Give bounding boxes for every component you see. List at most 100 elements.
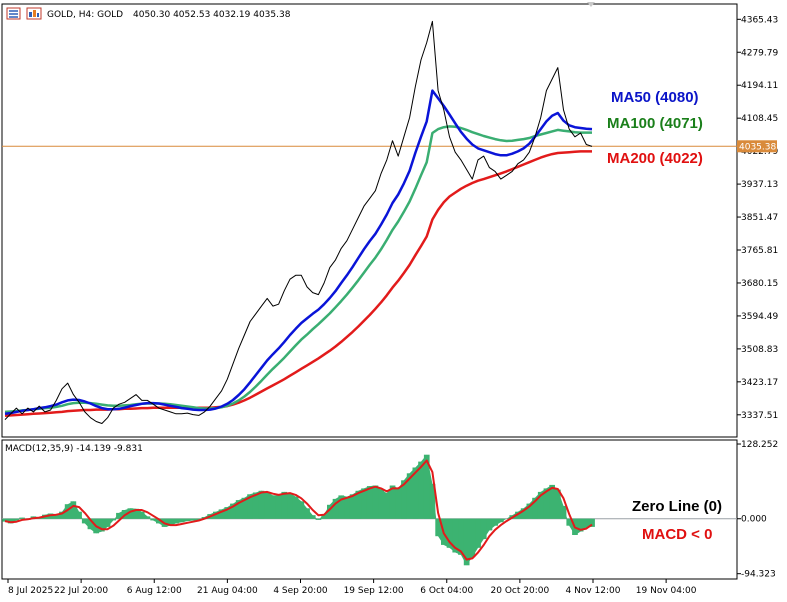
axes: 4365.434279.794194.114108.454022.793937.… — [7, 15, 778, 596]
macd-histogram-bar — [412, 467, 419, 519]
macd-histogram-bar — [589, 518, 595, 527]
price-y-tick-label: 3680.15 — [741, 279, 778, 289]
macd-histogram-bar — [520, 508, 527, 519]
price-y-tick-label: 3508.83 — [741, 345, 778, 355]
macd-histogram-bar — [577, 518, 584, 532]
macd-histogram-bar — [543, 488, 550, 519]
macd-histogram-bar — [429, 483, 436, 519]
x-tick-label: 4 Sep 20:00 — [273, 586, 328, 596]
macd-header: MACD(12,35,9) -14.139 -9.831 — [5, 444, 143, 454]
macd-histogram-bar — [560, 505, 567, 519]
macd-histogram-bar — [435, 518, 441, 537]
macd-histogram-bar — [315, 518, 322, 520]
macd-histogram-bar — [321, 514, 327, 519]
macd-histogram-bar — [344, 496, 350, 519]
macd-histogram-bar — [475, 518, 481, 548]
macd-histogram-bar — [537, 491, 544, 519]
macd-histogram-bar — [298, 501, 305, 519]
macd-histogram-bar — [423, 454, 430, 519]
macd-histogram-bar — [366, 486, 373, 519]
macd-histogram-bar — [378, 489, 384, 519]
zero-line-annotation: Zero Line (0) — [632, 498, 722, 515]
macd-histogram-bar — [355, 490, 362, 519]
macd-histogram-bar — [195, 518, 202, 520]
ma50-annotation: MA50 (4080) — [611, 89, 699, 106]
macd-histogram-bar — [264, 491, 270, 519]
macd-histogram-bar — [167, 518, 174, 526]
macd-below-zero-annotation: MACD < 0 — [642, 526, 712, 543]
chart-window-icon[interactable] — [26, 7, 42, 20]
macd-histogram-bar — [252, 492, 259, 519]
macd-histogram-bar — [224, 507, 231, 519]
price-y-tick-label: 3594.49 — [741, 312, 778, 322]
macd-histogram-bar — [156, 518, 162, 524]
macd-histogram-bar — [133, 508, 139, 519]
macd-histogram-bar — [64, 504, 71, 519]
macd-histogram-bar — [446, 518, 453, 548]
macd-histogram-bar — [292, 496, 299, 519]
macd-y-tick-label: 0.000 — [741, 515, 767, 525]
macd-histogram-bar — [127, 508, 134, 519]
price-panel-frame — [1, 3, 738, 438]
macd-histogram-bar — [241, 497, 248, 519]
macd-plot — [2, 454, 737, 566]
price-series-line — [4, 20, 593, 424]
chart-list-icon[interactable] — [6, 7, 21, 20]
macd-histogram-bar — [361, 488, 367, 519]
macd-panel-frame — [1, 439, 738, 580]
macd-histogram-bar — [389, 485, 396, 519]
price-y-tick-label: 3765.81 — [741, 246, 778, 256]
macd-histogram-bar — [583, 518, 590, 528]
x-tick-label: 6 Oct 04:00 — [420, 586, 473, 596]
macd-histogram-bar — [469, 518, 476, 558]
macd-histogram-bar — [116, 512, 122, 519]
price-y-tick-label: 4279.79 — [741, 48, 778, 58]
macd-histogram-bar — [309, 515, 316, 519]
macd-histogram-bar — [270, 495, 276, 519]
macd-histogram-bar — [76, 511, 82, 519]
macd-histogram-bar — [281, 491, 288, 519]
macd-histogram-bar — [230, 503, 236, 519]
macd-histogram-bar — [138, 511, 145, 519]
macd-histogram-bar — [372, 485, 379, 519]
macd-histogram-bar — [2, 518, 8, 522]
macd-y-tick-label: -94.323 — [741, 570, 776, 580]
macd-histogram-bar — [458, 518, 464, 555]
macd-histogram-bar — [480, 518, 487, 540]
macd-histogram-bar — [110, 518, 117, 521]
macd-histogram-bar — [87, 518, 94, 530]
macd-histogram-bar — [53, 515, 60, 519]
ma200-annotation: MA200 (4022) — [607, 150, 703, 167]
macd-histogram-bar — [213, 511, 219, 519]
current-price-box — [737, 140, 777, 153]
price-y-tick-label: 4194.11 — [741, 81, 778, 91]
macd-histogram-bar — [304, 508, 310, 519]
macd-histogram-bar — [178, 518, 185, 523]
price-y-tick-label: 3937.13 — [741, 180, 778, 190]
macd-y-tick-label: 128.252 — [741, 440, 778, 450]
x-tick-label: 19 Sep 12:00 — [344, 586, 404, 596]
x-tick-label: 22 Jul 20:00 — [54, 586, 108, 596]
macd-histogram-bar — [492, 518, 498, 526]
current-price-label: 4035.38 — [739, 142, 776, 152]
macd-histogram-bar — [463, 518, 470, 566]
price-y-tick-label: 3337.51 — [741, 411, 778, 421]
x-tick-label: 21 Aug 04:00 — [197, 586, 258, 596]
macd-histogram-bar — [173, 518, 179, 524]
macd-histogram-bar — [144, 516, 151, 519]
macd-histogram-bar — [81, 518, 88, 524]
price-y-tick-label: 4108.45 — [741, 114, 778, 124]
x-tick-label: 20 Oct 20:00 — [491, 586, 550, 596]
macd-histogram-bar — [406, 473, 413, 519]
ma50-series-line — [4, 89, 593, 416]
macd-histogram-bar — [150, 518, 156, 521]
scroll-marker-icon[interactable] — [587, 2, 595, 7]
macd-histogram-bar — [19, 517, 25, 519]
price-y-tick-label: 3851.47 — [741, 213, 778, 223]
macd-histogram-bar — [59, 511, 65, 519]
macd-histogram-bar — [70, 501, 77, 519]
macd-histogram-bar — [452, 518, 459, 553]
macd-histogram-bar — [13, 518, 20, 521]
